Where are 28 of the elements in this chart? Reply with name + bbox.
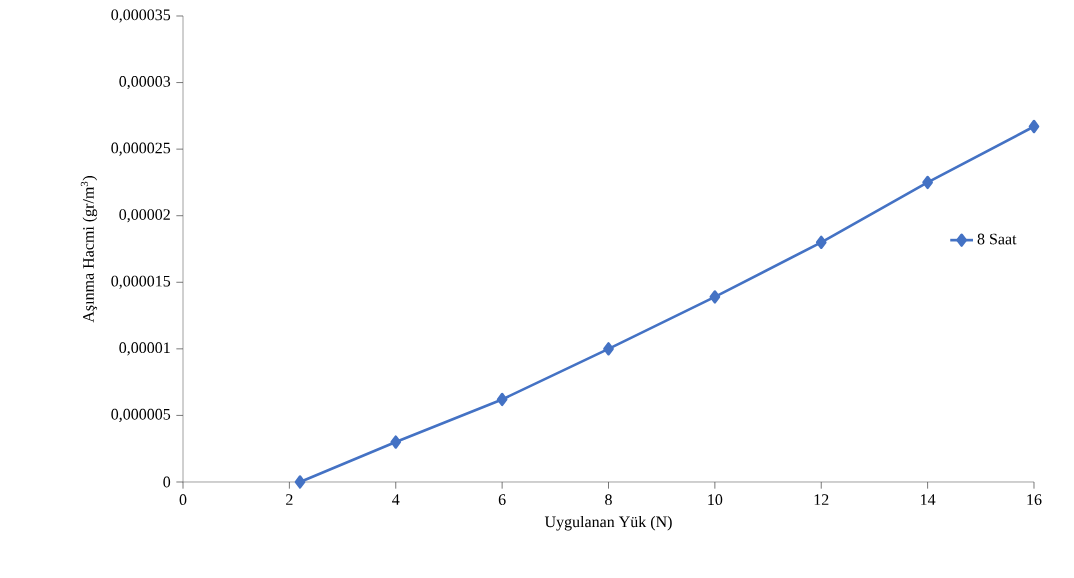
y-tick-label: 0,00002: [119, 209, 170, 223]
y-tick-label: 0,00001: [119, 342, 170, 356]
point: [815, 235, 827, 250]
point: [709, 290, 721, 304]
y-tick-label: 0,000035: [111, 9, 171, 23]
x-tick-label: 14: [921, 494, 936, 505]
legend-label: 8 Saat: [977, 233, 1017, 245]
x-tick-label: 8: [605, 494, 612, 506]
point: [603, 342, 614, 356]
x-tick-label: 4: [392, 494, 400, 505]
y-tick-label: 0: [163, 476, 171, 488]
point: [390, 435, 402, 449]
x-tick-label: 10: [708, 494, 723, 506]
point: [1028, 119, 1040, 134]
point: [294, 475, 306, 489]
y-tick-label: 0,00003: [119, 76, 171, 90]
y-tick-label: 0,000025: [111, 142, 171, 156]
y-tick-label: 0,000015: [111, 275, 171, 289]
x-tick-label: 0: [179, 494, 187, 506]
y-tick-label: 0,000005: [111, 408, 171, 422]
x-axis-title: Uygulanan Yük (N): [544, 515, 672, 531]
point: [496, 392, 508, 407]
x-tick-label: 16: [1027, 494, 1042, 505]
x-tick-label: 12: [814, 494, 829, 505]
point: [922, 175, 933, 190]
y-axis-title: Aşınma Hacmi (gr/m$^{3}$): [80, 176, 98, 323]
x-tick-label: 2: [286, 494, 293, 505]
x-tick-label: 6: [498, 494, 506, 505]
